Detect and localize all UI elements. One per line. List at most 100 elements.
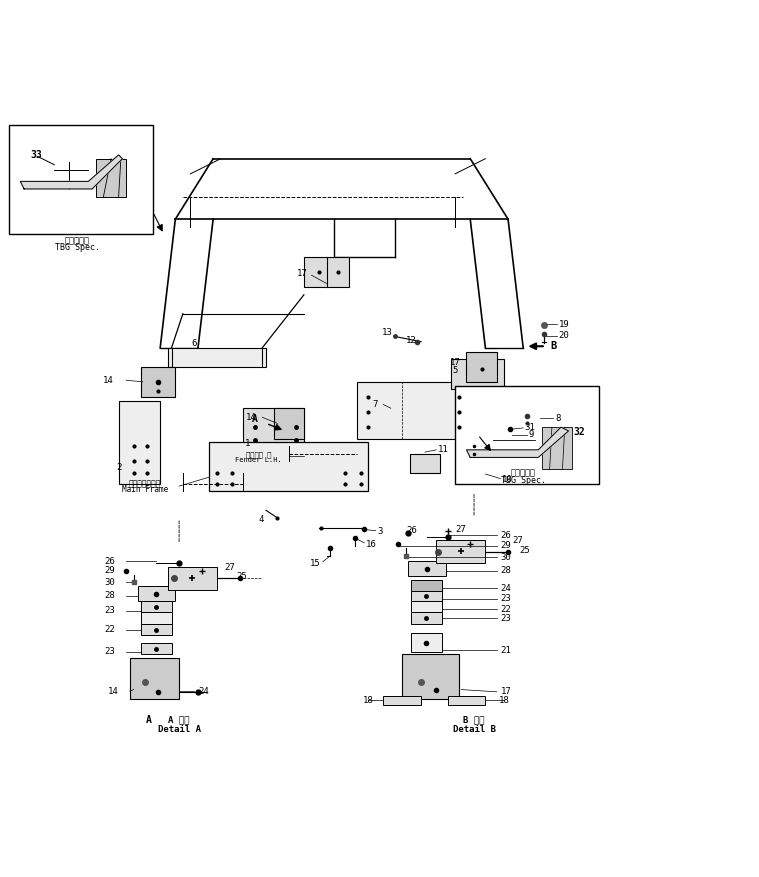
Text: 26: 26 — [407, 526, 417, 535]
Polygon shape — [20, 155, 122, 189]
Text: 3: 3 — [377, 527, 383, 536]
FancyBboxPatch shape — [383, 695, 421, 705]
Text: ＴＢＧ仕様: ＴＢＧ仕様 — [511, 469, 536, 478]
Text: 25: 25 — [236, 572, 247, 581]
Polygon shape — [467, 427, 568, 458]
Text: Main Frame: Main Frame — [122, 486, 168, 495]
Text: Detail B: Detail B — [452, 725, 496, 734]
FancyBboxPatch shape — [408, 561, 446, 576]
FancyBboxPatch shape — [411, 580, 442, 591]
FancyBboxPatch shape — [436, 540, 485, 562]
Text: 33: 33 — [30, 150, 42, 160]
Text: 5: 5 — [452, 366, 458, 375]
Text: 29: 29 — [500, 541, 512, 551]
FancyBboxPatch shape — [244, 409, 304, 446]
Text: 23: 23 — [500, 595, 512, 603]
Text: 17: 17 — [500, 688, 512, 696]
Text: 25: 25 — [519, 545, 530, 555]
Text: 32: 32 — [574, 427, 586, 438]
Text: 13: 13 — [382, 328, 392, 337]
Text: ＴＢＧ仕様: ＴＢＧ仕様 — [65, 236, 90, 245]
Text: 11: 11 — [438, 446, 449, 454]
FancyBboxPatch shape — [141, 612, 172, 624]
Text: 4: 4 — [259, 515, 264, 524]
FancyBboxPatch shape — [411, 589, 442, 601]
FancyBboxPatch shape — [496, 409, 519, 458]
Text: B: B — [550, 341, 556, 352]
FancyBboxPatch shape — [274, 409, 304, 438]
Text: 26: 26 — [500, 531, 512, 540]
Text: 22: 22 — [104, 625, 115, 634]
FancyBboxPatch shape — [452, 359, 504, 389]
FancyBboxPatch shape — [130, 658, 179, 699]
Text: 29: 29 — [104, 567, 115, 575]
Text: 17: 17 — [450, 359, 461, 367]
Text: 23: 23 — [104, 647, 115, 656]
Text: 27: 27 — [512, 536, 523, 545]
FancyBboxPatch shape — [209, 442, 368, 491]
FancyBboxPatch shape — [9, 125, 153, 234]
FancyBboxPatch shape — [411, 633, 442, 652]
Text: 26: 26 — [104, 557, 115, 566]
Text: 14: 14 — [102, 375, 113, 385]
Text: 27: 27 — [455, 524, 466, 534]
Text: 8: 8 — [555, 414, 560, 423]
Text: 19: 19 — [559, 320, 569, 329]
FancyBboxPatch shape — [455, 386, 599, 484]
Text: 22: 22 — [500, 605, 512, 614]
Text: 30: 30 — [104, 578, 115, 587]
Text: TBG Spec.: TBG Spec. — [55, 244, 99, 253]
Text: 28: 28 — [104, 591, 115, 600]
Text: 21: 21 — [500, 645, 512, 655]
FancyBboxPatch shape — [96, 159, 126, 196]
Text: 30: 30 — [500, 553, 512, 562]
FancyBboxPatch shape — [118, 401, 160, 484]
FancyBboxPatch shape — [141, 624, 172, 635]
Text: 7: 7 — [373, 400, 378, 409]
FancyBboxPatch shape — [141, 643, 172, 654]
Text: 12: 12 — [406, 336, 417, 345]
FancyBboxPatch shape — [542, 427, 572, 468]
FancyBboxPatch shape — [304, 257, 349, 288]
Text: 15: 15 — [310, 559, 320, 567]
Text: 20: 20 — [559, 332, 569, 340]
Text: 9: 9 — [528, 431, 534, 439]
Text: 10: 10 — [502, 474, 513, 484]
Text: 27: 27 — [225, 562, 235, 572]
FancyBboxPatch shape — [411, 612, 442, 624]
Text: フェンダ 左: フェンダ 左 — [246, 452, 271, 459]
Text: 2: 2 — [116, 463, 121, 472]
Text: B 詳細: B 詳細 — [463, 716, 485, 724]
Text: 18: 18 — [363, 695, 373, 704]
Text: メインフレーム: メインフレーム — [129, 480, 161, 488]
FancyBboxPatch shape — [410, 453, 440, 473]
Text: 1: 1 — [244, 438, 250, 447]
Text: 24: 24 — [198, 687, 209, 695]
Text: TBG Spec.: TBG Spec. — [501, 475, 546, 485]
FancyBboxPatch shape — [467, 352, 496, 381]
FancyBboxPatch shape — [141, 601, 172, 612]
Text: 18: 18 — [499, 695, 509, 704]
FancyBboxPatch shape — [168, 348, 266, 367]
FancyBboxPatch shape — [168, 567, 217, 589]
Text: A: A — [146, 715, 152, 724]
Text: 14: 14 — [108, 687, 118, 695]
Text: 14: 14 — [246, 413, 257, 422]
FancyBboxPatch shape — [141, 367, 175, 397]
FancyBboxPatch shape — [411, 601, 442, 612]
Text: 31: 31 — [524, 424, 535, 432]
Text: 16: 16 — [366, 540, 376, 549]
FancyBboxPatch shape — [137, 586, 175, 601]
Text: 6: 6 — [191, 339, 197, 348]
Text: 28: 28 — [500, 567, 512, 575]
Text: 17: 17 — [297, 269, 307, 278]
Text: 24: 24 — [500, 584, 512, 593]
Text: Fender L.H.: Fender L.H. — [235, 458, 282, 463]
Text: 23: 23 — [104, 606, 115, 616]
Text: Detail A: Detail A — [158, 725, 200, 734]
Text: 23: 23 — [500, 614, 512, 623]
Text: A 詳細: A 詳細 — [168, 716, 190, 724]
FancyBboxPatch shape — [448, 695, 485, 705]
Text: A: A — [252, 414, 257, 424]
FancyBboxPatch shape — [357, 381, 471, 438]
